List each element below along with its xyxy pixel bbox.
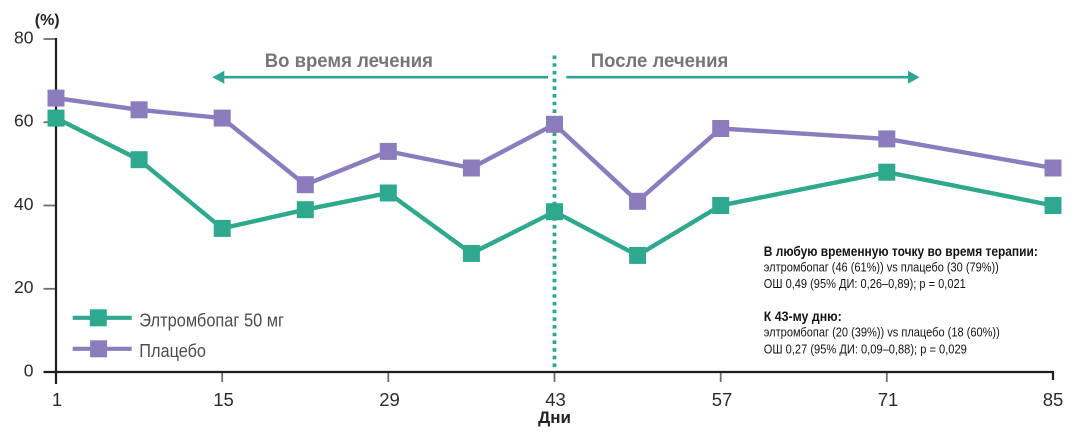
svg-text:Дни: Дни xyxy=(538,408,571,427)
svg-text:Плацебо: Плацебо xyxy=(139,341,206,361)
svg-text:15: 15 xyxy=(213,389,234,410)
svg-text:элтромбопаг (20 (39%)) vs плац: элтромбопаг (20 (39%)) vs плацебо (18 (6… xyxy=(764,325,1000,340)
svg-text:(%): (%) xyxy=(35,12,60,29)
svg-text:К 43-му дню:: К 43-му дню: xyxy=(764,308,842,324)
svg-text:71: 71 xyxy=(878,389,899,410)
svg-text:После лечения: После лечения xyxy=(591,51,729,72)
svg-text:0: 0 xyxy=(24,360,34,380)
svg-text:43: 43 xyxy=(545,389,566,410)
svg-text:80: 80 xyxy=(14,27,34,47)
svg-text:ОШ 0,49 (95% ДИ: 0,26–0,89); p: ОШ 0,49 (95% ДИ: 0,26–0,89); p = 0,021 xyxy=(764,276,966,291)
svg-text:Во время лечения: Во время лечения xyxy=(265,51,433,72)
svg-text:В любую временную точку во вре: В любую временную точку во время терапии… xyxy=(764,243,1038,259)
svg-text:элтромбопаг (46 (61%)) vs плац: элтромбопаг (46 (61%)) vs плацебо (30 (7… xyxy=(764,260,999,275)
svg-text:60: 60 xyxy=(14,111,34,131)
svg-text:40: 40 xyxy=(14,194,34,214)
svg-text:57: 57 xyxy=(712,389,733,410)
svg-text:20: 20 xyxy=(14,277,34,297)
svg-text:ОШ 0,27 (95% ДИ: 0,09–0,88); p: ОШ 0,27 (95% ДИ: 0,09–0,88); p = 0,029 xyxy=(764,342,967,357)
svg-text:1: 1 xyxy=(52,389,62,410)
svg-text:29: 29 xyxy=(379,389,400,410)
svg-text:Элтромбопаг 50 мг: Элтромбопаг 50 мг xyxy=(139,311,284,331)
svg-text:85: 85 xyxy=(1043,389,1064,410)
